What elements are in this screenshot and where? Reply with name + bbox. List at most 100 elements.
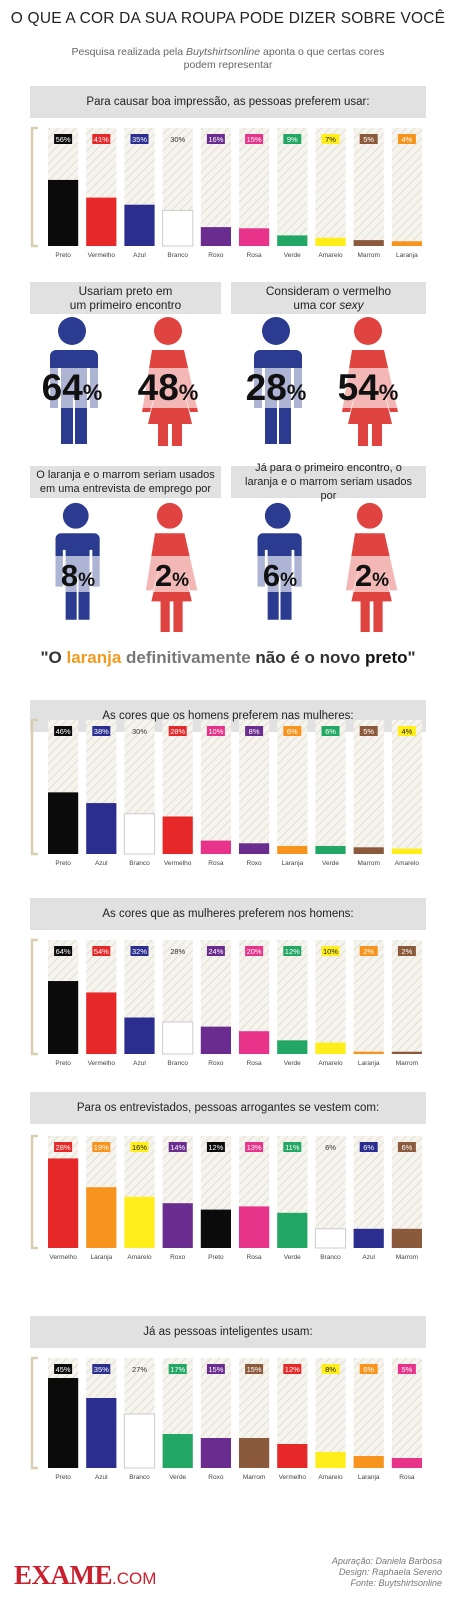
value-tag <box>283 726 302 736</box>
value-tag <box>92 1364 111 1374</box>
value-tag <box>397 1142 416 1152</box>
category-label: Branco <box>129 860 150 867</box>
stat-figures-row-2 <box>30 502 430 632</box>
bar-roxo <box>200 1438 231 1468</box>
category-label: Amarelo <box>127 1254 152 1261</box>
bar-preto <box>48 1378 79 1468</box>
category-label: Preto <box>55 1060 71 1067</box>
value-tag <box>397 726 416 736</box>
bar-amarelo <box>315 1042 346 1054</box>
value-label: 2% <box>401 947 412 956</box>
bar-track <box>315 720 346 854</box>
value-tag <box>130 1142 149 1152</box>
value-tag <box>359 1142 378 1152</box>
stat-figures-row-1 <box>30 317 430 446</box>
bar-marrom <box>391 1228 422 1248</box>
value-tag <box>54 134 73 144</box>
chart-2: 46% Preto 38% Azul 30% Branco 28% Vermelho 10% Ro… <box>30 718 422 867</box>
bar-marrom <box>391 1051 422 1054</box>
value-tag <box>206 1364 225 1374</box>
value-label: 12% <box>285 947 300 956</box>
chart-bracket <box>30 1134 38 1250</box>
chart-4: 28% Vermelho 19% Laranja 16% Amarelo 14% Roxo 12… <box>30 1134 422 1261</box>
value-tag <box>245 1142 264 1152</box>
stat-1-title: Usariam preto em um primeiro encontro <box>30 282 221 314</box>
category-label: Branco <box>167 1060 188 1067</box>
bar-amarelo <box>391 848 422 854</box>
bar-rosa <box>200 840 231 854</box>
value-tag <box>54 946 73 956</box>
category-label: Vermelho <box>88 1060 116 1067</box>
credit-source: Fonte: Buytshirtsonline <box>350 1578 442 1588</box>
chart-1-title: Para causar boa impressão, as pessoas pr… <box>30 86 426 118</box>
category-label: Roxo <box>170 1254 186 1261</box>
category-label: Azul <box>95 1474 108 1481</box>
value-tag <box>245 946 264 956</box>
category-label: Amarelo <box>395 860 420 867</box>
category-label: Branco <box>167 252 188 259</box>
value-label: 10% <box>323 947 338 956</box>
category-label: Vermelho <box>279 1474 307 1481</box>
category-label: Laranja <box>358 1060 380 1067</box>
value-tag <box>283 1142 302 1152</box>
value-tag <box>397 1364 416 1374</box>
stat-4-female-value: 2% <box>354 558 390 593</box>
value-tag <box>206 134 225 144</box>
bar-laranja <box>353 1051 384 1054</box>
value-label: 12% <box>285 1365 300 1374</box>
bar-azul <box>353 1228 384 1248</box>
value-tag <box>245 1364 264 1374</box>
value-label: 5% <box>363 135 374 144</box>
bar-track <box>239 128 270 246</box>
value-label: 28% <box>170 727 185 736</box>
value-tag <box>206 946 225 956</box>
bar-track <box>391 720 422 854</box>
value-label: 6% <box>325 727 336 736</box>
value-label: 7% <box>325 135 336 144</box>
value-tag <box>321 726 340 736</box>
stat-3-female-value: 2% <box>154 558 190 593</box>
value-tag <box>206 726 225 736</box>
value-label: 8% <box>325 1365 336 1374</box>
bar-track <box>391 940 422 1054</box>
chart-5: 45% Preto 35% Azul 27% Branco 17% Verde 15% Roxo 1… <box>30 1356 422 1481</box>
value-tag <box>206 1142 225 1152</box>
value-tag <box>321 946 340 956</box>
bar-preto <box>200 1209 231 1248</box>
value-label: 12% <box>208 1143 223 1152</box>
bar-track <box>353 1358 384 1468</box>
bar-azul <box>86 803 117 854</box>
source-name: Buytshirtsonline <box>185 46 261 58</box>
page-subtitle: Pesquisa realizada pela Buytshirtsonline… <box>71 46 385 71</box>
value-label: 38% <box>94 727 109 736</box>
bar-amarelo <box>124 1196 155 1248</box>
bar-amarelo <box>315 237 346 246</box>
bar-branco <box>162 1021 194 1055</box>
chart-4-title: Para os entrevistados, pessoas arrogante… <box>30 1092 426 1124</box>
bar-track <box>315 128 346 246</box>
bar-track <box>200 128 231 246</box>
bar-branco <box>123 813 156 855</box>
bar-rosa <box>239 1206 270 1248</box>
page-title: O QUE A COR DA SUA ROUPA PODE DIZER SOBR… <box>10 10 446 27</box>
value-label: 6% <box>287 727 298 736</box>
value-label: 45% <box>56 1365 71 1374</box>
category-label: Rosa <box>247 1254 263 1261</box>
bar-verde <box>277 235 308 246</box>
value-tag <box>168 726 187 736</box>
category-label: Azul <box>133 252 146 259</box>
value-label: 28% <box>170 947 185 956</box>
chart-3: 64% Preto 54% Vermelho 32% Azul 28% Branco 24% Ro… <box>30 938 422 1067</box>
value-tag <box>283 1364 302 1374</box>
stat-2-female-value: 54% <box>337 367 399 408</box>
value-label: 46% <box>56 727 71 736</box>
bar-track <box>391 1358 422 1468</box>
bar-preto <box>48 179 79 246</box>
value-label: 15% <box>247 135 262 144</box>
value-tag <box>54 1142 73 1152</box>
bar-track <box>315 1358 346 1468</box>
category-label: Verde <box>284 252 301 259</box>
value-label: 15% <box>208 1365 223 1374</box>
bar-laranja <box>86 1187 117 1248</box>
bar-marrom <box>239 1438 270 1468</box>
